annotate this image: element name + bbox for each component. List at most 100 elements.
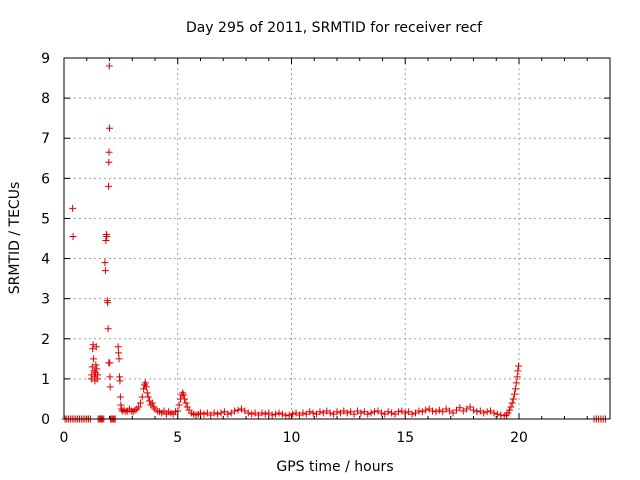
data-point [88,363,96,371]
data-point [268,411,276,419]
data-point [217,409,225,417]
y-tick-label: 2 [41,332,50,348]
data-point [105,359,113,367]
data-point [101,259,109,267]
data-point [371,408,379,416]
data-point [180,391,188,399]
data-point [105,62,113,70]
data-point [515,362,523,370]
y-tick-label: 0 [41,412,50,428]
data-point [142,383,150,391]
x-axis-title: GPS time / hours [276,459,393,475]
data-point [289,410,297,418]
data-point [148,399,156,407]
data-point [275,409,283,417]
data-point [135,403,143,411]
data-point [388,409,396,417]
data-point [181,395,189,403]
data-point [116,393,124,401]
data-point [429,407,437,415]
data-point [258,409,266,417]
data-point [115,355,123,363]
data-point [200,410,208,418]
plot-frame [63,57,611,420]
y-tick-label: 7 [41,131,50,147]
x-tick-label: 15 [396,430,414,446]
data-point [197,409,204,417]
data-point [422,406,430,414]
y-tick-labels: 0 1 2 3 4 5 6 7 8 9 [41,51,50,428]
data-point [183,403,191,411]
data-point [101,267,109,275]
y-tick-label: 4 [41,252,50,268]
data-point [103,232,111,240]
data-point [432,408,440,416]
data-point [510,390,518,398]
data-point [114,343,122,351]
data-point [104,325,112,333]
data-point [483,408,491,416]
data-point [513,373,521,381]
grid-lines [64,58,610,419]
data-point [507,403,515,411]
data-point [418,408,426,416]
data-point [93,365,101,373]
data-point [138,393,146,401]
y-tick-label: 8 [41,91,50,107]
axis-ticks [63,57,611,420]
data-point [129,408,137,416]
data-point [299,409,307,417]
data-point [92,361,100,369]
data-point [367,409,375,417]
data-point [435,406,443,414]
x-tick-label: 20 [510,430,528,446]
data-point [377,409,385,417]
data-point [122,408,130,416]
x-tick-label: 0 [60,430,69,446]
data-point [508,399,516,407]
data-point [248,410,256,418]
y-tick-label: 5 [41,211,50,227]
data-point [350,410,358,418]
data-point [401,409,409,417]
data-point [120,406,128,414]
data-point [309,409,317,417]
data-point [282,412,290,420]
y-tick-label: 1 [41,372,50,388]
data-point [210,409,218,417]
data-point [456,404,464,412]
data-point [490,409,498,417]
data-point [272,410,280,418]
data-point [514,367,522,375]
data-point [92,343,100,351]
data-point [136,399,144,407]
data-point [408,410,416,418]
data-point [144,393,152,401]
x-tick-label: 10 [283,430,301,446]
y-tick-label: 3 [41,292,50,308]
y-tick-label: 6 [41,171,50,187]
y-axis-title: SRMTID / TECUs [7,182,23,295]
data-point [384,408,392,416]
data-point [115,349,123,357]
data-point [224,410,232,418]
x-tick-labels: 0 5 10 15 20 [60,430,528,446]
data-point [102,237,110,245]
data-point [343,409,351,417]
data-point [105,182,113,190]
data-point [214,410,222,418]
data-point [364,410,372,418]
data-point [116,377,124,385]
data-point [234,406,242,414]
data-point [357,409,365,417]
data-point [175,401,183,409]
data-point [509,395,517,403]
data-point [505,406,513,414]
data-point [131,406,139,414]
data-point [285,411,293,419]
data-points [61,62,609,423]
data-point [466,403,474,411]
data-point [306,408,314,416]
data-point [511,385,519,393]
